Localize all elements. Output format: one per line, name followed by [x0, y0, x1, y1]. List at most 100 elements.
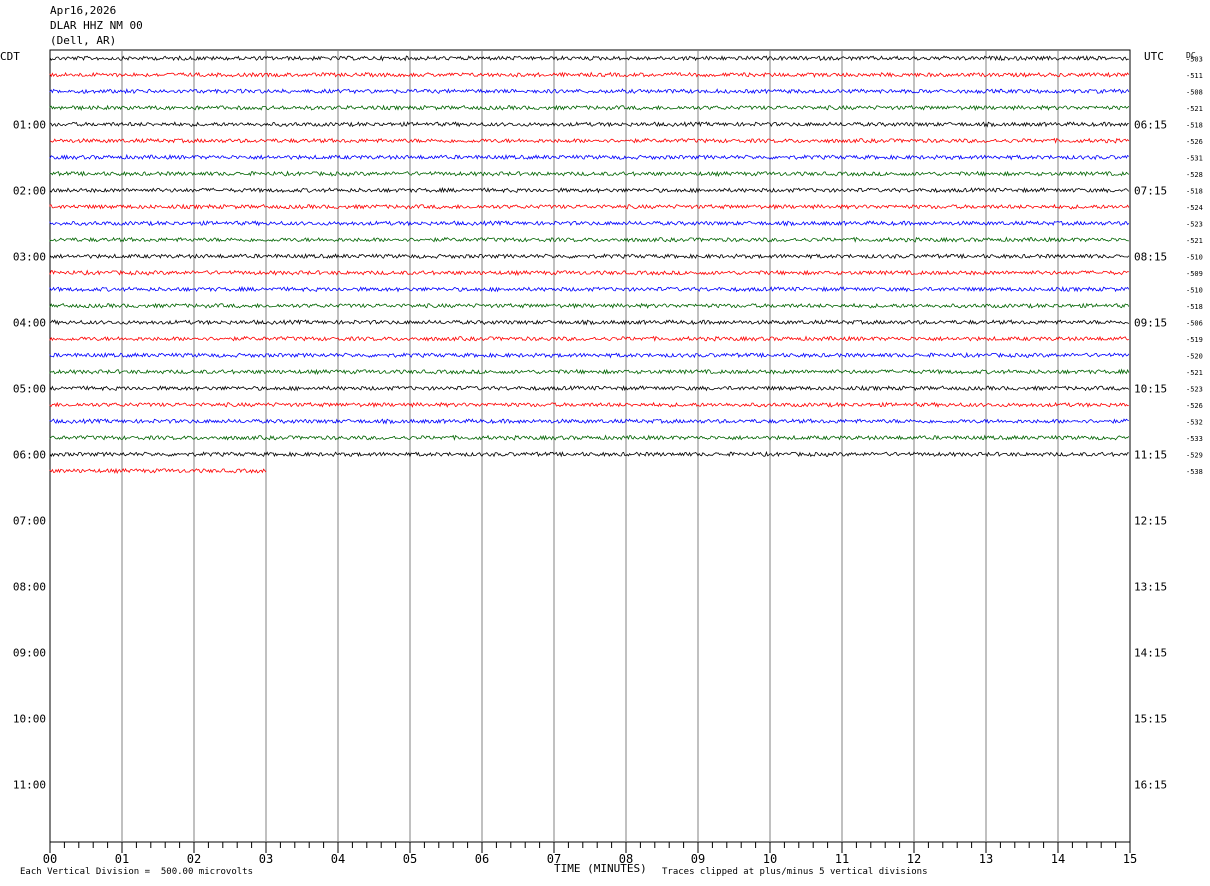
seismic-trace [49, 170, 1130, 177]
seismic-trace [49, 88, 1130, 95]
dc-column-label: DC [1186, 51, 1196, 60]
dc-offset-label: -526 [1186, 138, 1203, 146]
dc-offset-label: -518 [1186, 121, 1203, 129]
dc-offset-label: -510 [1186, 286, 1203, 294]
dc-offset-label: -532 [1186, 418, 1203, 426]
x-tick-label: 05 [403, 852, 417, 866]
left-hour-label: 10:00 [13, 712, 46, 725]
x-tick-label: 03 [259, 852, 273, 866]
x-tick-label: 02 [187, 852, 201, 866]
dc-offset-label: -519 [1186, 336, 1203, 344]
x-tick-label: 13 [979, 852, 993, 866]
x-tick-label: 12 [907, 852, 921, 866]
dc-offset-label: -511 [1186, 72, 1203, 80]
left-hour-label: 08:00 [13, 580, 46, 593]
seismic-trace [49, 104, 1130, 111]
left-hour-label: 11:00 [13, 778, 46, 791]
seismic-trace [49, 418, 1129, 425]
x-tick-label: 08 [619, 852, 633, 866]
right-hour-label: 14:15 [1134, 646, 1167, 659]
right-hour-label: 07:15 [1134, 184, 1167, 197]
plot-frame [49, 49, 1131, 843]
seismic-trace [49, 186, 1130, 194]
seismic-trace [49, 220, 1130, 227]
seismic-trace [49, 203, 1130, 210]
dc-offset-label: -523 [1186, 385, 1203, 393]
right-hour-label: 13:15 [1134, 580, 1167, 593]
x-tick-label: 00 [43, 852, 57, 866]
left-hour-label: 02:00 [13, 184, 46, 197]
x-tick-label: 04 [331, 852, 345, 866]
right-hour-label: 15:15 [1134, 712, 1167, 725]
x-tick-label: 10 [763, 852, 777, 866]
seismic-trace [49, 467, 267, 474]
seismic-trace [49, 351, 1130, 359]
right-timezone-label: UTC [1144, 50, 1164, 63]
dc-offset-label: -529 [1186, 451, 1203, 459]
x-axis-title: TIME (MINUTES) [554, 862, 647, 875]
seismic-trace [49, 153, 1130, 161]
dc-offset-label: -538 [1186, 468, 1203, 476]
station-code: DLAR HHZ NM 00 [50, 19, 143, 32]
right-hour-label: 12:15 [1134, 514, 1167, 527]
right-hour-label: 09:15 [1134, 316, 1167, 329]
x-tick-label: 15 [1123, 852, 1137, 866]
seismic-trace [49, 71, 1130, 79]
right-hour-label: 06:15 [1134, 118, 1167, 131]
seismic-trace [49, 319, 1130, 326]
dc-offset-label: -510 [1186, 253, 1203, 261]
left-hour-label: 09:00 [13, 646, 46, 659]
dc-offset-label: -533 [1186, 435, 1203, 443]
footer-scale-note: Each Vertical Division = 500.00 microvol… [20, 867, 253, 877]
seismic-trace [49, 368, 1130, 375]
seismic-trace [49, 385, 1130, 392]
seismic-trace [49, 302, 1130, 309]
x-tick-label: 01 [115, 852, 129, 866]
right-hour-label: 08:15 [1134, 250, 1167, 263]
dc-offset-label: -524 [1186, 204, 1203, 212]
left-timezone-label: CDT [0, 50, 20, 63]
dc-offset-label: -523 [1186, 220, 1203, 228]
dc-offset-label: -503 [1186, 55, 1203, 63]
dc-offset-label: -531 [1186, 154, 1203, 162]
seismic-trace [49, 121, 1129, 128]
dc-offset-label: -521 [1186, 237, 1203, 245]
seismic-trace [49, 137, 1130, 144]
seismic-trace [49, 54, 1129, 62]
right-hour-label: 11:15 [1134, 448, 1167, 461]
x-tick-label: 14 [1051, 852, 1065, 866]
x-tick-label: 06 [475, 852, 489, 866]
left-hour-label: 07:00 [13, 514, 46, 527]
dc-offset-label: -526 [1186, 402, 1203, 410]
seismic-trace [49, 269, 1129, 276]
dc-offset-label: -509 [1186, 270, 1203, 278]
left-hour-label: 05:00 [13, 382, 46, 395]
dc-offset-label: -521 [1186, 369, 1203, 377]
station-location: (Dell, AR) [50, 34, 117, 47]
seismic-trace [49, 434, 1130, 441]
footer-clip-note: Traces clipped at plus/minus 5 vertical … [662, 867, 928, 877]
x-tick-label: 11 [835, 852, 849, 866]
seismic-trace [49, 253, 1130, 260]
seismic-trace [49, 401, 1129, 408]
left-hour-label: 04:00 [13, 316, 46, 329]
dc-offset-label: -521 [1186, 105, 1203, 113]
dc-offset-label: -528 [1186, 171, 1203, 179]
x-tick-label: 07 [547, 852, 561, 866]
right-hour-label: 16:15 [1134, 778, 1167, 791]
dc-offset-label: -506 [1186, 319, 1203, 327]
seismic-trace [49, 236, 1129, 243]
seismic-trace [49, 285, 1130, 293]
left-hour-label: 03:00 [13, 250, 46, 263]
dc-offset-label: -518 [1186, 303, 1203, 311]
x-tick-label: 09 [691, 852, 705, 866]
left-hour-label: 06:00 [13, 448, 46, 461]
dc-offset-label: -508 [1186, 88, 1203, 96]
right-hour-label: 10:15 [1134, 382, 1167, 395]
seismic-trace [49, 450, 1129, 458]
left-hour-label: 01:00 [13, 118, 46, 131]
dc-offset-label: -518 [1186, 187, 1203, 195]
plot-date: Apr16,2026 [50, 4, 117, 17]
dc-offset-label: -520 [1186, 352, 1203, 360]
